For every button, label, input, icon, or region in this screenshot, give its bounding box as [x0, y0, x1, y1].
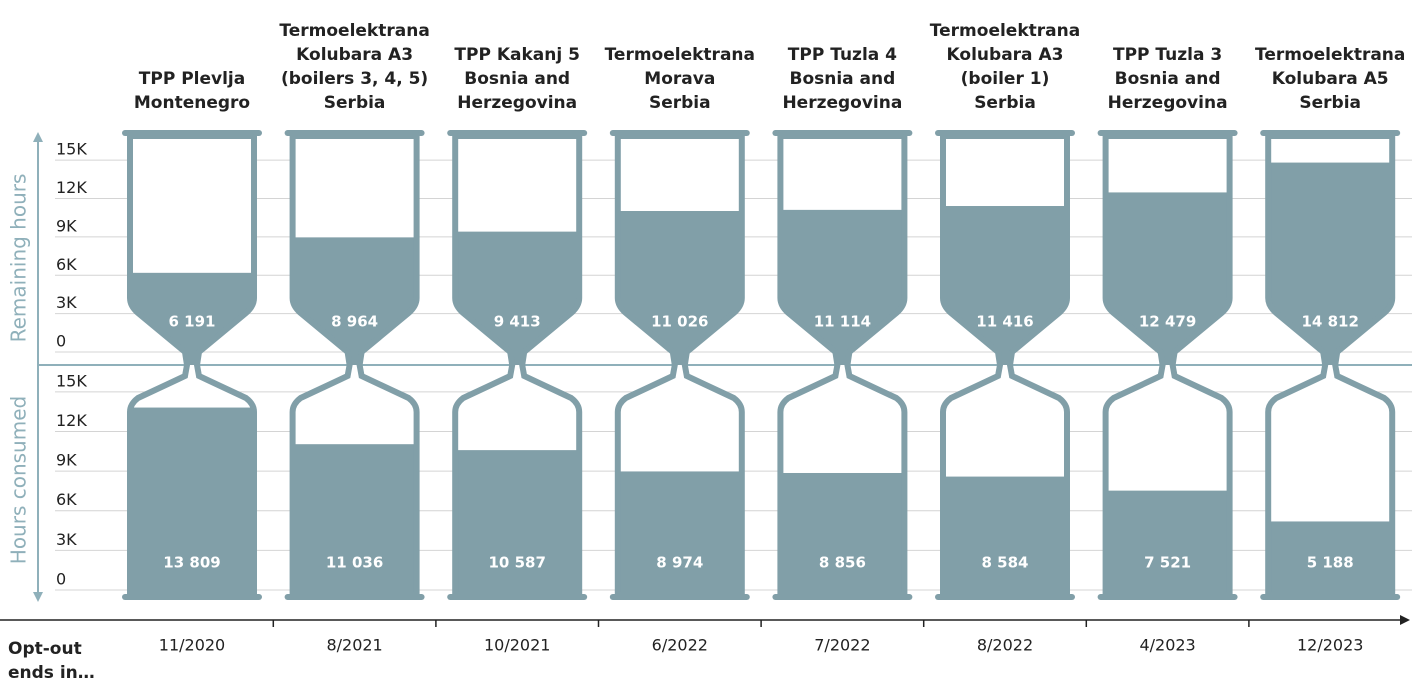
hourglass-cap — [447, 130, 588, 136]
remaining-fill — [1268, 162, 1393, 365]
value-label: 8 584 — [982, 554, 1029, 572]
category-label: Herzegovina — [457, 93, 577, 113]
category-label: TPP Kakanj 5 — [454, 45, 580, 65]
value-label: 13 809 — [163, 554, 220, 572]
category-label: (boiler 1) — [961, 69, 1050, 89]
category-label: Morava — [644, 69, 715, 89]
remaining-fill — [943, 206, 1067, 365]
y-tick-label: 6K — [56, 255, 77, 274]
x-tick-label: 6/2022 — [652, 636, 708, 655]
y-tick-label: 0 — [56, 332, 66, 351]
hourglass-cap — [772, 594, 913, 600]
x-tick-label: 8/2021 — [326, 636, 382, 655]
y-tick-label: 12K — [56, 411, 87, 430]
value-label: 11 026 — [651, 313, 708, 331]
remaining-fill — [455, 231, 580, 365]
category-label: Termoelektrana — [1255, 45, 1405, 65]
value-label: 6 191 — [169, 313, 216, 331]
axis-arrow — [1400, 615, 1410, 625]
y-tick-label: 15K — [56, 140, 87, 159]
remaining-fill — [1105, 192, 1230, 365]
remaining-fill — [780, 209, 905, 365]
hourglass-cap — [1260, 594, 1401, 600]
category-label: Kolubara A3 — [947, 45, 1064, 65]
category-label: (boilers 3, 4, 5) — [281, 69, 428, 89]
hourglass-cap — [772, 130, 913, 136]
category-label: Serbia — [324, 93, 386, 113]
value-label: 11 416 — [976, 313, 1033, 331]
y-tick-label: 9K — [56, 216, 77, 235]
value-label: 8 974 — [656, 554, 703, 572]
category-label: Termoelektrana — [605, 45, 755, 65]
value-label: 11 114 — [814, 313, 871, 331]
consumed-fill — [943, 476, 1067, 595]
y-axis-label: Remaining hours — [7, 174, 31, 343]
y2-axis-label: Hours consumed — [7, 396, 31, 564]
x-tick-label: 11/2020 — [159, 636, 225, 655]
category-label: Kolubara A3 — [296, 45, 413, 65]
value-label: 5 188 — [1307, 554, 1354, 572]
category-label: Termoelektrana — [930, 21, 1080, 41]
y-tick-label: 12K — [56, 178, 87, 197]
category-label: Serbia — [974, 93, 1036, 113]
hourglass-cap — [1097, 594, 1238, 600]
value-label: 8 856 — [819, 554, 866, 572]
x-tick-label: 10/2021 — [484, 636, 550, 655]
value-label: 8 964 — [331, 313, 378, 331]
category-label: Kolubara A5 — [1272, 69, 1389, 89]
x-label: ends in… — [8, 663, 95, 683]
hourglass-cap — [284, 130, 425, 136]
consumed-fill — [130, 407, 254, 595]
y-tick-label: 9K — [56, 451, 77, 470]
x-tick-label: 12/2023 — [1297, 636, 1363, 655]
hourglass-cap — [284, 594, 425, 600]
category-label: Bosnia and — [789, 69, 895, 89]
hourglass-cap — [1097, 130, 1238, 136]
category-label: Herzegovina — [1108, 93, 1228, 113]
value-label: 14 812 — [1301, 313, 1358, 331]
hourglass-cap — [609, 594, 750, 600]
category-label: TPP Tuzla 3 — [1113, 45, 1222, 65]
value-label: 12 479 — [1139, 313, 1196, 331]
category-label: Serbia — [1299, 93, 1361, 113]
y-tick-label: 3K — [56, 293, 77, 312]
hourglass-cap — [935, 130, 1075, 136]
y-tick-label: 15K — [56, 371, 87, 390]
hourglass-cap — [935, 594, 1075, 600]
remaining-fill — [292, 237, 417, 365]
value-label: 9 413 — [494, 313, 541, 331]
x-tick-label: 4/2023 — [1139, 636, 1195, 655]
hourglass-cap — [122, 594, 262, 600]
category-label: Termoelektrana — [279, 21, 429, 41]
consumed-fill — [780, 472, 905, 595]
category-label: Bosnia and — [464, 69, 570, 89]
value-label: 10 587 — [488, 554, 545, 572]
category-label: Montenegro — [134, 93, 250, 113]
hourglass-cap — [609, 130, 750, 136]
value-label: 7 521 — [1144, 554, 1191, 572]
y-tick-label: 0 — [56, 570, 66, 589]
y-tick-label: 3K — [56, 530, 77, 549]
category-label: Bosnia and — [1115, 69, 1221, 89]
remaining-fill — [617, 211, 742, 365]
hourglass-cap — [1260, 130, 1401, 136]
consumed-fill — [1105, 490, 1230, 595]
consumed-fill — [1268, 521, 1393, 595]
y-tick-label: 6K — [56, 490, 77, 509]
x-label: Opt-out — [8, 639, 82, 659]
hourglass-cap — [122, 130, 262, 136]
category-label: TPP Plevlja — [139, 69, 245, 89]
x-tick-label: 8/2022 — [977, 636, 1033, 655]
category-label: TPP Tuzla 4 — [788, 45, 897, 65]
consumed-fill — [455, 450, 580, 595]
consumed-fill — [292, 444, 417, 595]
value-label: 11 036 — [326, 554, 383, 572]
consumed-fill — [617, 471, 742, 595]
category-label: Herzegovina — [782, 93, 902, 113]
category-label: Serbia — [649, 93, 711, 113]
x-tick-label: 7/2022 — [814, 636, 870, 655]
hourglass-cap — [447, 594, 588, 600]
